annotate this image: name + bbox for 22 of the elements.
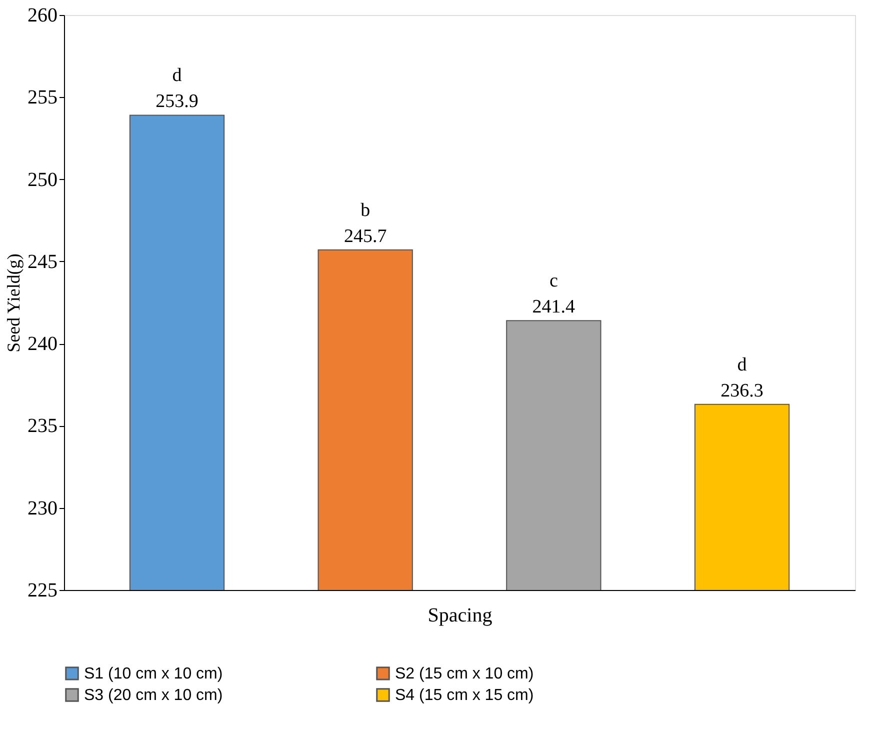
- legend-label: S4 (15 cm x 15 cm): [395, 687, 534, 704]
- legend-label: S2 (15 cm x 10 cm): [395, 665, 534, 682]
- data-label: 245.7: [344, 226, 387, 247]
- y-tick-label: 225: [28, 580, 58, 602]
- annotation: d: [172, 65, 182, 86]
- y-tick-label: 235: [28, 415, 58, 438]
- annotation: c: [549, 270, 558, 292]
- y-tick-label: 255: [28, 86, 58, 109]
- legend-label: S3 (20 cm x 10 cm): [84, 687, 223, 704]
- legend-label: S1 (10 cm x 10 cm): [84, 665, 223, 682]
- y-tick-label: 230: [28, 497, 58, 520]
- y-tick-label: 250: [28, 168, 58, 191]
- y-tick-label: 245: [28, 250, 58, 273]
- data-label: 253.9: [156, 91, 198, 112]
- data-label: 236.3: [720, 380, 764, 402]
- annotation: d: [737, 354, 748, 376]
- y-tick-label: 240: [28, 333, 58, 356]
- data-label: 241.4: [532, 296, 576, 318]
- y-axis-title: Seed Yield(g): [4, 254, 24, 352]
- x-axis-title: Spacing: [428, 604, 492, 626]
- y-tick-label: 260: [28, 4, 58, 26]
- annotation: b: [360, 200, 370, 221]
